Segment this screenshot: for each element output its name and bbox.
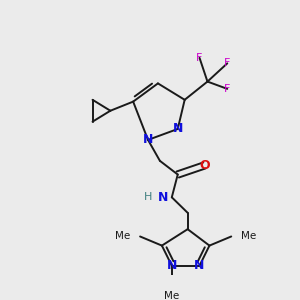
Text: F: F [196, 53, 203, 63]
Text: Me: Me [164, 291, 179, 300]
Text: F: F [224, 58, 230, 68]
Text: N: N [194, 259, 205, 272]
Text: N: N [167, 259, 177, 272]
Text: F: F [224, 84, 230, 94]
Text: Me: Me [241, 232, 256, 242]
Text: Me: Me [115, 232, 130, 242]
Text: N: N [158, 191, 168, 204]
Text: N: N [172, 122, 183, 136]
Text: N: N [143, 134, 153, 146]
Text: H: H [144, 192, 152, 202]
Text: O: O [199, 159, 210, 172]
